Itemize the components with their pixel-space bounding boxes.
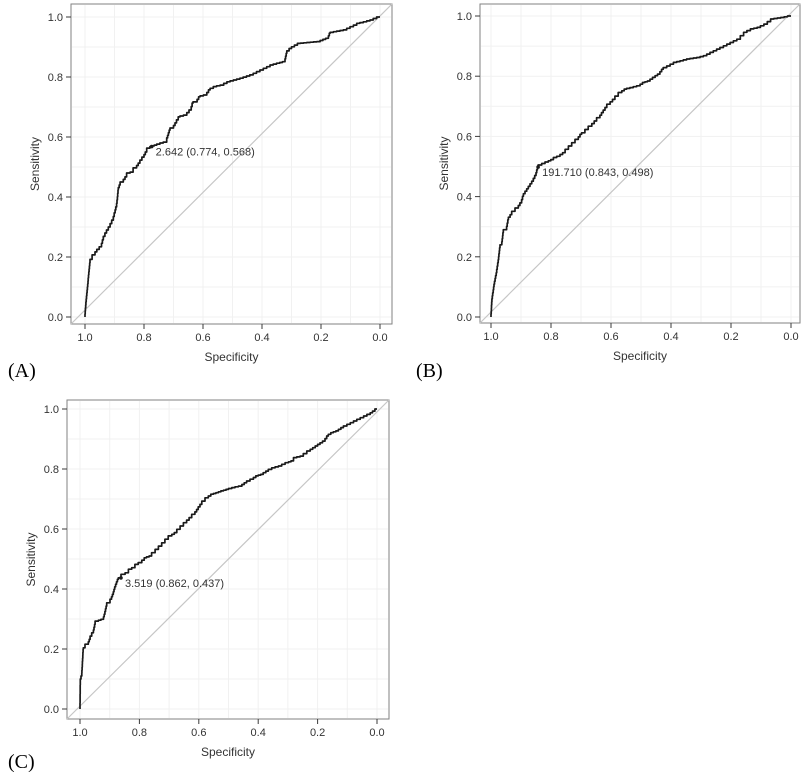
roc-panel-c: 1.0 0.8 0.6 0.4 0.2 0.0 0.0 0.2 0.4 0.6 0.8 1.0 Spec…: [8, 399, 390, 772]
cutoff-point-marker: [119, 576, 123, 580]
y-axis-title: Sensitivity: [28, 137, 42, 191]
y-tick-label: 0.4: [48, 192, 63, 204]
x-tick-label: 0.6: [191, 727, 206, 739]
y-tick-label: 0.8: [44, 464, 59, 476]
roc-panel-a: 1.0 0.8 0.6 0.4 0.2 0.0 0.0 0.2 0.4 0.6 0.8 1.0 Spec…: [8, 3, 393, 382]
x-axis-title: Specificity: [613, 349, 667, 363]
y-tick-label: 0.8: [457, 71, 472, 83]
x-tick-label: 1.0: [483, 331, 498, 343]
y-tick-label: 0.0: [48, 312, 63, 324]
x-tick-label: 0.4: [254, 332, 269, 344]
x-tick-label: 0.6: [603, 331, 618, 343]
cutoff-point-marker: [536, 165, 540, 169]
x-tick-label: 0.4: [663, 331, 678, 343]
x-tick-label: 1.0: [77, 332, 92, 344]
y-tick-label: 1.0: [44, 404, 59, 416]
x-tick-label: 1.0: [72, 727, 87, 739]
y-tick-label: 0.8: [48, 72, 63, 84]
panel-letter: (C): [8, 751, 35, 772]
chance-diagonal-line: [479, 3, 801, 324]
cutoff-point-marker: [149, 144, 154, 149]
cutoff-annotation: 2.642 (0.774, 0.568): [156, 147, 255, 159]
y-tick-label: 0.0: [44, 704, 59, 716]
panel-letter: (A): [8, 360, 36, 382]
x-tick-label: 0.8: [543, 331, 558, 343]
x-tick-label: 0.4: [251, 727, 266, 739]
x-tick-label: 0.6: [195, 332, 210, 344]
x-axis-title: Specificity: [201, 745, 255, 759]
y-tick-label: 1.0: [457, 11, 472, 23]
x-tick-label: 0.0: [372, 332, 387, 344]
y-tick-label: 0.2: [457, 252, 472, 264]
roc-panel-b: 1.0 0.8 0.6 0.4 0.2 0.0 0.0 0.2 0.4 0.6 0.8 1.0 Spec…: [416, 3, 801, 382]
chance-diagonal-line: [66, 399, 390, 720]
x-tick-label: 0.2: [313, 332, 328, 344]
y-axis-title: Sensitivity: [437, 136, 451, 190]
x-tick-label: 0.2: [723, 331, 738, 343]
x-tick-label: 0.8: [132, 727, 147, 739]
chance-diagonal-line: [70, 3, 393, 325]
y-tick-label: 0.6: [48, 132, 63, 144]
y-tick-label: 0.0: [457, 312, 472, 324]
y-tick-label: 0.6: [44, 524, 59, 536]
cutoff-annotation: 191.710 (0.843, 0.498): [542, 167, 653, 179]
y-tick-label: 0.2: [44, 644, 59, 656]
y-tick-label: 0.4: [457, 192, 472, 204]
roc-curve: [79, 408, 377, 709]
x-tick-label: 0.0: [783, 331, 798, 343]
y-tick-label: 0.4: [44, 584, 59, 596]
x-axis-title: Specificity: [204, 350, 258, 364]
x-tick-label: 0.0: [369, 727, 384, 739]
x-tick-label: 0.2: [310, 727, 325, 739]
y-tick-label: 0.6: [457, 131, 472, 143]
y-tick-label: 1.0: [48, 12, 63, 24]
x-tick-label: 0.8: [136, 332, 151, 344]
panel-letter: (B): [416, 360, 443, 382]
y-tick-label: 0.2: [48, 252, 63, 264]
roc-curve: [84, 16, 380, 317]
cutoff-annotation: 3.519 (0.862, 0.437): [125, 578, 224, 590]
y-axis-title: Sensitivity: [24, 532, 38, 586]
roc-curve: [490, 15, 791, 317]
